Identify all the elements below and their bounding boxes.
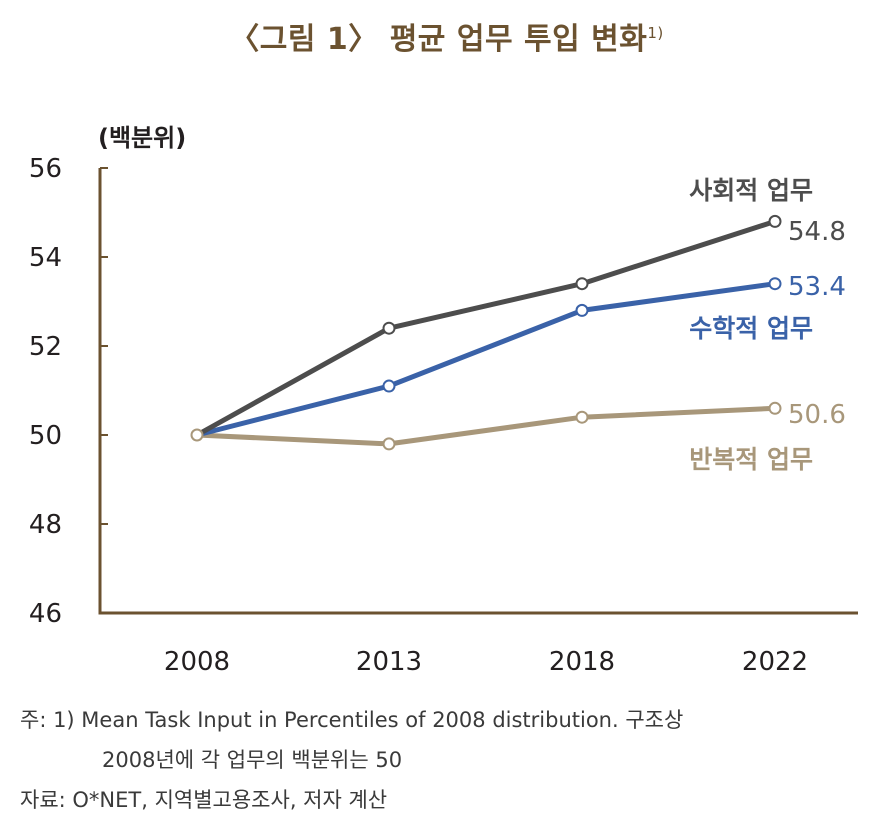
note-line-2: 2008년에 각 업무의 백분위는 50: [102, 748, 403, 772]
data-point: [382, 437, 396, 451]
data-point: [768, 401, 782, 415]
x-tick-label: 2008: [164, 647, 230, 677]
end-value-label: 54.8: [788, 217, 846, 247]
chart-title-text: 〈그림 1〉 평균 업무 투입 변화: [229, 22, 648, 57]
source-line: 자료: O*NET, 지역별고용조사, 저자 계산: [20, 788, 388, 812]
y-tick-label: 50: [29, 421, 62, 451]
data-point: [575, 410, 589, 424]
x-tick-label: 2018: [549, 647, 615, 677]
y-tick-label: 56: [29, 154, 62, 184]
end-value-label: 53.4: [788, 272, 846, 302]
note-line-1: 주: 1) Mean Task Input in Percentiles of …: [20, 708, 684, 732]
end-value-label: 50.6: [788, 400, 846, 430]
y-tick-label: 46: [29, 599, 62, 629]
line-chart: (백분위) 56 54 52 50 48 46 2008 2013 2018 2022 54.8 53…: [29, 124, 858, 677]
chart-title: 〈그림 1〉 평균 업무 투입 변화1): [0, 14, 893, 58]
y-tick-label: 54: [29, 243, 62, 273]
x-tick-label: 2022: [742, 647, 808, 677]
series-name-label: 반복적 업무: [689, 445, 813, 474]
data-point: [768, 277, 782, 291]
data-point: [190, 428, 204, 442]
data-point: [575, 277, 589, 291]
chart-title-footnote: 1): [647, 24, 664, 42]
data-point: [575, 303, 589, 317]
x-tick-label: 2013: [356, 647, 422, 677]
series-line-1: [194, 218, 778, 438]
y-axis-label: (백분위): [98, 124, 186, 152]
series-line-3: [194, 405, 778, 447]
y-tick-label: 52: [29, 332, 62, 362]
series-name-label: 수학적 업무: [689, 314, 813, 343]
series-name-label: 사회적 업무: [689, 176, 813, 205]
data-point: [382, 379, 396, 393]
chart-plot-area: 56 54 52 50 48 46 2008 2013 2018 2022 54.8 53.4 50.6…: [29, 154, 858, 677]
series-line-2: [194, 281, 778, 438]
data-point: [768, 214, 782, 228]
chart-notes: 주: 1) Mean Task Input in Percentiles of …: [20, 700, 683, 820]
y-tick-label: 48: [29, 510, 62, 540]
data-point: [382, 321, 396, 335]
